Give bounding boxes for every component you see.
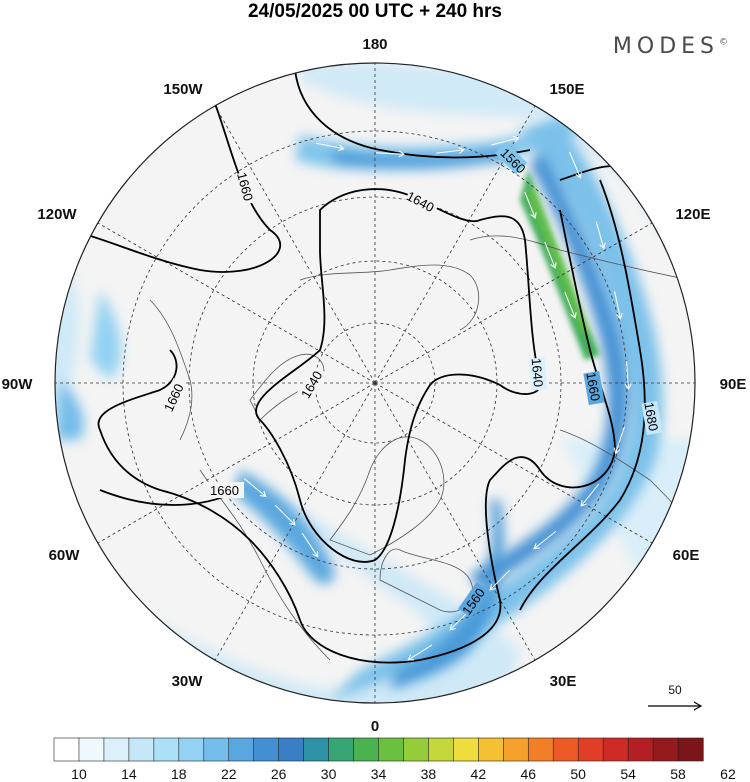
colorbar-tick-label: 26 bbox=[271, 766, 287, 782]
wind-arrow bbox=[489, 569, 511, 591]
brand-name: MODES bbox=[612, 34, 719, 59]
wind-arrow bbox=[533, 530, 557, 550]
longitude-labels: 180 150E 120E 90E 60E 30E 0 30W 60W 90W … bbox=[2, 36, 747, 735]
wind-arrow bbox=[274, 504, 296, 526]
colorbar-swatch bbox=[228, 737, 255, 762]
colorbar-tick-label: 34 bbox=[371, 766, 387, 782]
lon-label-150w: 150W bbox=[163, 81, 203, 98]
contour-label: 1680 bbox=[641, 401, 661, 432]
wind-arrow bbox=[524, 191, 537, 219]
colorbar-swatch bbox=[627, 737, 654, 762]
contour-label: 1640 bbox=[529, 357, 546, 387]
colorbar-swatch bbox=[78, 737, 105, 762]
wind-vectors bbox=[243, 135, 632, 661]
colorbar-swatch bbox=[53, 737, 80, 762]
colorbar-swatch bbox=[428, 737, 454, 762]
lon-label-120w: 120W bbox=[37, 206, 77, 223]
colorbar-swatch bbox=[128, 737, 155, 762]
colorbar-swatch bbox=[403, 737, 430, 762]
colorbar: 10141822263034384246505458626670 bbox=[53, 737, 736, 782]
colorbar-swatch bbox=[503, 737, 529, 762]
coastlines bbox=[149, 235, 695, 661]
colorbar-swatch bbox=[652, 737, 679, 762]
wind-arrow bbox=[301, 533, 319, 558]
meridian-line bbox=[97, 382, 376, 544]
colorbar-tick-label: 18 bbox=[171, 766, 187, 782]
meridian-line bbox=[214, 382, 376, 661]
colorbar-tick-label: 46 bbox=[520, 766, 536, 782]
colorbar-swatch bbox=[552, 737, 579, 762]
lon-label-90e: 90E bbox=[720, 376, 747, 393]
colorbar-swatch bbox=[478, 737, 504, 762]
brand-mark: © bbox=[719, 37, 728, 48]
wind-arrow bbox=[580, 483, 600, 507]
colorbar-tick-label: 10 bbox=[71, 766, 87, 782]
colorbar-swatch bbox=[577, 737, 604, 762]
lon-label-60w: 60W bbox=[49, 547, 81, 564]
wind-arrow bbox=[491, 135, 520, 146]
wind-arrow bbox=[243, 478, 267, 498]
meridian-line bbox=[97, 222, 376, 384]
contour-label: 1660 bbox=[583, 371, 603, 402]
colorbar-tick-label: 38 bbox=[421, 766, 437, 782]
lon-label-180: 180 bbox=[362, 36, 387, 53]
wind-arrow bbox=[436, 146, 465, 154]
colorbar-tick-label: 22 bbox=[221, 766, 237, 782]
lon-label-150e: 150E bbox=[549, 81, 584, 98]
lon-label-0: 0 bbox=[371, 718, 379, 735]
lon-label-60e: 60E bbox=[673, 547, 700, 564]
colorbar-swatch bbox=[103, 737, 130, 762]
colorbar-swatch bbox=[527, 737, 554, 762]
colorbar-swatch bbox=[153, 737, 180, 762]
wind-arrow bbox=[375, 150, 406, 158]
colorbar-tick-label: 30 bbox=[321, 766, 337, 782]
lon-label-30w: 30W bbox=[172, 673, 204, 690]
colorbar-tick-label: 14 bbox=[121, 766, 137, 782]
wind-arrow bbox=[568, 151, 582, 179]
colorbar-swatch bbox=[253, 737, 280, 762]
map-title: 24/05/2025 00 UTC + 240 hrs bbox=[247, 1, 503, 22]
contour-labels: 1560 1640 1660 1640 1660 1660 1660 1640 … bbox=[159, 141, 663, 618]
meridian-line bbox=[214, 105, 376, 384]
wind-arrow bbox=[595, 221, 606, 250]
colorbar-swatch bbox=[178, 737, 205, 762]
colorbar-swatch bbox=[203, 737, 230, 762]
contour-label: 1660 bbox=[234, 171, 256, 203]
meridian-line bbox=[374, 382, 536, 661]
map-border bbox=[54, 62, 696, 704]
colorbar-swatch bbox=[328, 737, 355, 762]
colorbar-swatch bbox=[602, 737, 629, 762]
lon-label-90w: 90W bbox=[2, 376, 34, 393]
colorbar-tick-label: 62 bbox=[720, 766, 736, 782]
colorbar-swatch bbox=[353, 737, 380, 762]
wind-arrow bbox=[624, 360, 632, 391]
colorbar-swatch bbox=[278, 737, 305, 762]
colorbar-swatch bbox=[303, 737, 330, 762]
wind-arrow bbox=[564, 291, 577, 319]
lon-label-30e: 30E bbox=[550, 673, 577, 690]
brand-logo: MODES© bbox=[613, 34, 728, 59]
wind-arrow bbox=[544, 241, 557, 269]
colorbar-tick-label: 58 bbox=[670, 766, 686, 782]
meridian-line bbox=[374, 222, 653, 384]
wind-arrow bbox=[613, 426, 625, 455]
vector-reference-value: 50 bbox=[668, 683, 682, 697]
colorbar-tick-label: 54 bbox=[620, 766, 636, 782]
wind-arrow bbox=[316, 142, 345, 152]
colorbar-swatch bbox=[378, 737, 405, 762]
contour-label: 1660 bbox=[210, 483, 239, 498]
wind-arrow bbox=[614, 291, 623, 320]
wind-arrow bbox=[407, 644, 433, 661]
colorbar-swatch bbox=[677, 737, 704, 762]
lon-label-120e: 120E bbox=[675, 206, 710, 223]
colorbar-tick-label: 42 bbox=[471, 766, 487, 782]
vector-reference: 50 bbox=[648, 683, 703, 711]
colorbar-tick-label: 50 bbox=[570, 766, 586, 782]
colorbar-swatch bbox=[453, 737, 479, 762]
